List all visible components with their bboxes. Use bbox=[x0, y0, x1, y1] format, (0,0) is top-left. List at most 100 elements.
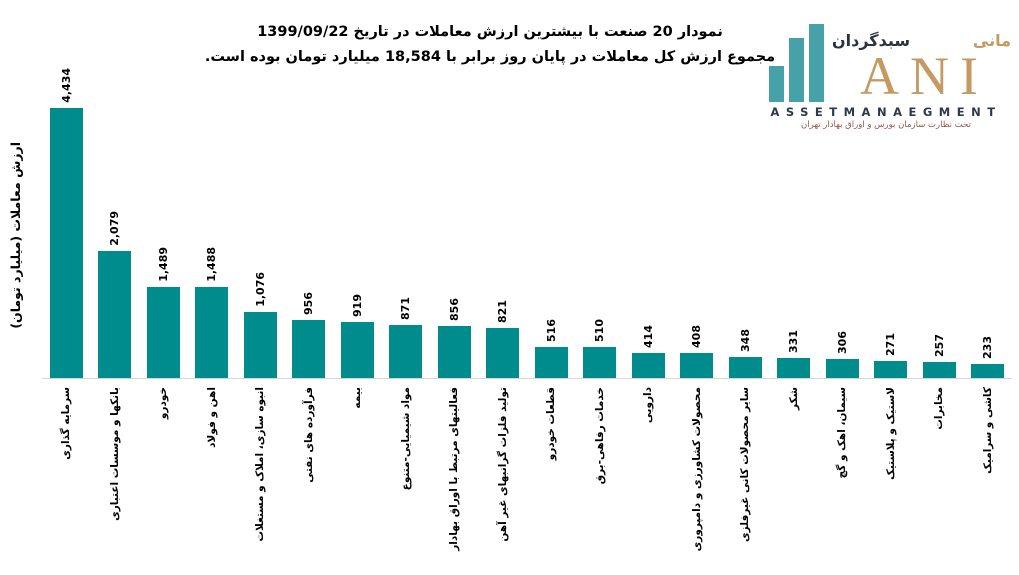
bar-chart-icon-bar-1 bbox=[769, 66, 784, 102]
bar-column-5: 1,076 bbox=[236, 272, 285, 378]
bar bbox=[486, 328, 520, 378]
bar-value-label: 233 bbox=[981, 336, 995, 359]
category-label-column-12: خدمات رفاهی-برق bbox=[576, 379, 625, 551]
bar-value-label: 2,079 bbox=[108, 211, 122, 246]
chart-title-line2: مجموع ارزش کل معاملات در پایان روز برابر… bbox=[204, 48, 776, 65]
bar-column-16: 331 bbox=[770, 330, 819, 378]
category-label-column-2: بانکها و موسسات اعتباری bbox=[91, 379, 140, 551]
logo-brand-farsi-name: سبدگردان bbox=[832, 31, 911, 51]
logo-brand-farsi: سبدگردان مانی bbox=[830, 31, 1013, 50]
bar-column-15: 348 bbox=[721, 329, 770, 378]
bar-value-label: 516 bbox=[544, 319, 558, 342]
category-label-column-11: قطعات خودرو bbox=[527, 379, 576, 551]
category-label-column-7: بیمه bbox=[333, 379, 382, 551]
bar bbox=[389, 325, 423, 378]
bar-value-label: 271 bbox=[884, 333, 898, 356]
y-axis-title: ارزش معاملات (میلیارد تومان) bbox=[8, 142, 23, 329]
bar-column-3: 1,489 bbox=[139, 247, 188, 378]
category-label-column-9: فعالیتهای مرتبط با اوراق بهادار bbox=[430, 379, 479, 551]
logo-brand-english: ANI bbox=[860, 46, 989, 107]
bar-column-11: 516 bbox=[527, 319, 576, 378]
plot-area: 4,434 2,079 1,489 1,488 1,076 956 919 871 856 821… bbox=[42, 68, 1012, 379]
bar-column-8: 871 bbox=[382, 297, 431, 378]
bar-column-17: 306 bbox=[818, 331, 867, 378]
bar-value-label: 257 bbox=[932, 334, 946, 357]
category-label: فعالیتهای مرتبط با اوراق بهادار bbox=[448, 387, 461, 551]
bar bbox=[49, 108, 83, 378]
bar-column-6: 956 bbox=[285, 292, 334, 378]
category-label: لاستیک و پلاستیک bbox=[884, 387, 897, 480]
bar bbox=[777, 358, 811, 378]
bar bbox=[971, 364, 1005, 378]
bar bbox=[437, 326, 471, 378]
logo-main-row: سبدگردان مانی ANI bbox=[759, 12, 1013, 107]
category-label: فرآورده های نفتی bbox=[302, 387, 315, 483]
bar-column-19: 257 bbox=[915, 334, 964, 378]
bar-value-label: 4,434 bbox=[59, 68, 73, 103]
bar-column-12: 510 bbox=[576, 319, 625, 378]
bar-value-label: 856 bbox=[447, 298, 461, 321]
bar bbox=[825, 359, 859, 378]
category-label: دارویی bbox=[642, 387, 655, 424]
bar-column-18: 271 bbox=[867, 333, 916, 378]
bar-value-label: 1,076 bbox=[253, 272, 267, 307]
category-label: سرمایه گذاری bbox=[60, 387, 73, 460]
bar-chart-icon-bar-2 bbox=[789, 38, 804, 102]
bar bbox=[534, 347, 568, 378]
bar-value-label: 1,489 bbox=[156, 247, 170, 282]
category-label: سیمان، اهک و گچ bbox=[836, 387, 849, 479]
bar bbox=[922, 362, 956, 378]
category-label: سایر محصولات کانی غیرفلزی bbox=[739, 387, 752, 542]
bar-value-label: 510 bbox=[593, 319, 607, 342]
category-label: خدمات رفاهی-برق bbox=[593, 387, 606, 485]
logo-brand-farsi-highlight: مانی bbox=[972, 31, 1011, 51]
bar-chart-icon-bar-3 bbox=[809, 24, 824, 102]
category-labels-row: سرمایه گذاری بانکها و موسسات اعتباری خودرو… bbox=[42, 379, 1012, 551]
category-label-column-13: دارویی bbox=[624, 379, 673, 551]
company-logo: سبدگردان مانی ANI ASSETMANAEGMENT تحت نظ… bbox=[759, 12, 1013, 130]
logo-tagline-farsi: تحت نظارت سازمان بورس و اوراق بهادار تهر… bbox=[801, 120, 971, 130]
bar bbox=[874, 361, 908, 378]
bar-value-label: 821 bbox=[496, 300, 510, 323]
category-label: شکر bbox=[787, 387, 800, 410]
chart-plot: 4,434 2,079 1,489 1,488 1,076 956 919 871 856 821… bbox=[42, 68, 1012, 551]
bar-column-10: 821 bbox=[479, 300, 528, 378]
bar bbox=[243, 312, 277, 378]
bar-value-label: 919 bbox=[350, 294, 364, 317]
bar-column-1: 4,434 bbox=[42, 68, 91, 378]
category-label-column-15: سایر محصولات کانی غیرفلزی bbox=[721, 379, 770, 551]
category-label-column-17: سیمان، اهک و گچ bbox=[818, 379, 867, 551]
bar-column-9: 856 bbox=[430, 298, 479, 378]
bar-column-7: 919 bbox=[333, 294, 382, 378]
bar-value-label: 348 bbox=[738, 329, 752, 352]
category-label-column-16: شکر bbox=[770, 379, 819, 551]
category-label-column-5: انبوه سازی، املاک و مستغلات bbox=[236, 379, 285, 551]
bar-value-label: 414 bbox=[641, 325, 655, 348]
bar-value-label: 408 bbox=[690, 325, 704, 348]
category-label-column-1: سرمایه گذاری bbox=[42, 379, 91, 551]
bar bbox=[292, 320, 326, 378]
bar bbox=[680, 353, 714, 378]
bar bbox=[728, 357, 762, 378]
category-label: کاشی و سرامیک bbox=[981, 387, 994, 474]
chart-title-line1: نمودار 20 صنعت با بیشترین ارزش معاملات د… bbox=[257, 24, 723, 40]
chart-title: نمودار 20 صنعت با بیشترین ارزش معاملات د… bbox=[185, 20, 795, 69]
category-label-column-10: تولید فلزات گرانبهای غیر آهن bbox=[479, 379, 528, 551]
bar-column-2: 2,079 bbox=[91, 211, 140, 378]
bar bbox=[98, 251, 132, 378]
bar bbox=[146, 287, 180, 378]
bar-value-label: 956 bbox=[302, 292, 316, 315]
bar-chart-icon bbox=[769, 24, 824, 102]
category-label-column-19: مخابرات bbox=[915, 379, 964, 551]
category-label: قطعات خودرو bbox=[545, 387, 558, 461]
logo-tagline-english: ASSETMANAEGMENT bbox=[770, 105, 1002, 119]
bar-value-label: 331 bbox=[787, 330, 801, 353]
bar bbox=[631, 353, 665, 378]
category-label-column-4: اهن و فولاد bbox=[188, 379, 237, 551]
category-label: اهن و فولاد bbox=[205, 387, 218, 448]
category-label-column-6: فرآورده های نفتی bbox=[285, 379, 334, 551]
bar bbox=[195, 287, 229, 378]
category-label: بیمه bbox=[351, 387, 364, 409]
category-label-column-8: مواد شیمیایی-متنوع bbox=[382, 379, 431, 551]
bar-value-label: 1,488 bbox=[205, 247, 219, 282]
